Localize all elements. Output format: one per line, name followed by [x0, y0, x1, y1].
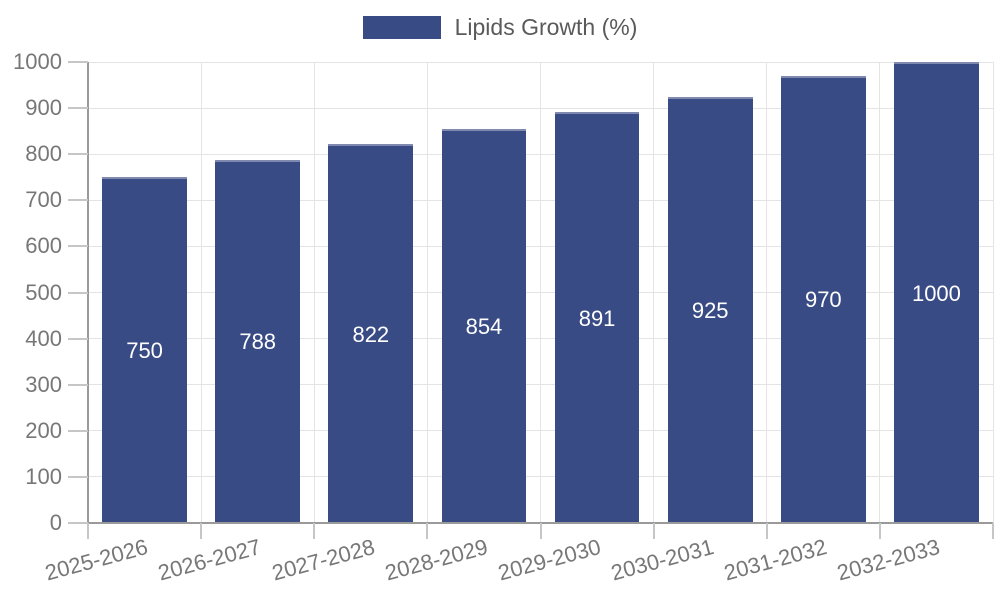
- x-tick-mark: [878, 523, 881, 539]
- bar: 891: [554, 112, 640, 523]
- y-tick-mark: [68, 383, 88, 386]
- x-tick-mark: [87, 523, 89, 539]
- y-tick-label: 100: [25, 463, 62, 489]
- y-tick-label: 500: [25, 279, 62, 305]
- gridline-vertical: [653, 62, 655, 523]
- y-tick-label: 0: [49, 510, 62, 535]
- y-tick-label: 200: [25, 417, 62, 443]
- y-tick-label: 1000: [13, 49, 62, 74]
- gridline-vertical: [313, 62, 315, 523]
- bar: 822: [328, 144, 414, 523]
- x-tick-mark: [200, 523, 203, 539]
- y-tick-mark: [68, 475, 88, 478]
- bar-value-label: 891: [578, 305, 616, 331]
- x-tick-mark: [765, 523, 768, 539]
- gridline-vertical: [200, 62, 202, 523]
- bar-value-label: 854: [465, 314, 503, 340]
- x-tick-label: 2028-2029: [382, 534, 491, 586]
- x-tick-label: 2027-2028: [268, 534, 378, 586]
- y-tick-label: 300: [25, 371, 62, 397]
- y-tick-label: 800: [25, 141, 62, 167]
- bar-value-label: 925: [691, 297, 729, 323]
- y-tick-mark: [68, 291, 88, 294]
- x-tick-label: 2030-2031: [608, 534, 717, 586]
- x-tick-mark: [426, 523, 429, 539]
- legend-label: Lipids Growth (%): [454, 14, 638, 40]
- x-tick-mark: [652, 523, 655, 539]
- legend[interactable]: Lipids Growth (%): [0, 14, 1000, 41]
- bar-value-label: 970: [804, 287, 842, 313]
- bar: 1000: [894, 62, 979, 523]
- bar-value-label: 750: [126, 338, 163, 364]
- bar-value-label: 822: [352, 321, 390, 347]
- gridline-vertical: [426, 62, 428, 523]
- gridline-vertical: [540, 62, 541, 523]
- y-tick-mark: [68, 429, 88, 432]
- y-tick-mark: [68, 522, 88, 524]
- x-tick-label: 2025-2026: [42, 534, 151, 586]
- bar: 750: [102, 177, 187, 523]
- x-tick-label: 2031-2032: [721, 534, 830, 586]
- bar: 970: [780, 75, 866, 523]
- x-tick-label: 2026-2027: [155, 534, 264, 586]
- y-tick-label: 400: [25, 325, 62, 351]
- y-tick-mark: [68, 107, 88, 110]
- x-tick-mark: [313, 523, 316, 539]
- plot-area: 750 788 822 854 891 925 970 1000: [88, 61, 994, 523]
- y-tick-label: 600: [25, 233, 62, 259]
- y-tick-mark: [68, 337, 88, 340]
- gridline-vertical: [992, 62, 994, 523]
- y-tick-mark: [68, 153, 88, 156]
- bar-value-label: 788: [239, 329, 277, 355]
- y-tick-mark: [68, 61, 88, 63]
- y-tick-mark: [68, 245, 88, 248]
- y-tick-label: 700: [25, 187, 62, 213]
- x-tick-label: 2029-2030: [495, 534, 604, 586]
- x-tick-label: 2032-2033: [834, 534, 943, 586]
- y-tick-label: 900: [25, 95, 62, 121]
- y-tick-mark: [68, 199, 88, 202]
- bar: 925: [667, 96, 753, 523]
- gridline-vertical: [766, 62, 768, 523]
- bar: 854: [441, 129, 527, 523]
- y-axis-line: [87, 62, 89, 523]
- x-tick-mark: [992, 523, 994, 539]
- bar-value-label: 1000: [911, 280, 961, 306]
- legend-swatch-icon: [362, 16, 441, 39]
- x-tick-mark: [539, 523, 542, 539]
- bar: 788: [215, 159, 301, 523]
- gridline-vertical: [879, 62, 881, 523]
